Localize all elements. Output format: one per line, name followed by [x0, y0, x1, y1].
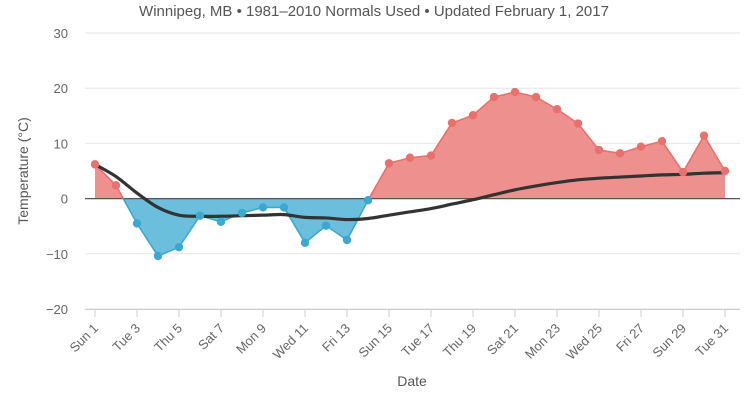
x-tick-label: Tue 31 — [692, 321, 731, 360]
x-tick-label: Mon 9 — [233, 321, 269, 357]
departure-segment — [178, 215, 201, 248]
x-tick-label: Sun 29 — [649, 321, 689, 361]
departure-segment — [122, 198, 138, 224]
x-tick-label: Wed 11 — [270, 321, 311, 362]
departure-markers — [90, 87, 730, 261]
y-tick-label: 10 — [54, 136, 68, 151]
departure-segment — [325, 224, 348, 241]
data-point — [363, 196, 373, 205]
x-tick-label: Tue 17 — [398, 321, 437, 360]
data-point — [552, 104, 562, 114]
data-point — [384, 159, 394, 168]
below-normal-area — [123, 198, 369, 257]
x-tick-label: Tue 3 — [109, 321, 143, 355]
y-tick-label: −10 — [46, 247, 68, 262]
data-point — [615, 149, 625, 158]
data-point — [573, 119, 583, 128]
data-point — [195, 211, 205, 220]
departure-segment — [136, 223, 159, 257]
y-tick-label: 0 — [61, 192, 68, 207]
data-point — [132, 219, 142, 228]
data-point — [468, 111, 478, 120]
departure-segment — [304, 225, 327, 244]
y-axis: −20 −10 0 10 20 30 — [46, 26, 68, 317]
x-axis-title: Date — [397, 373, 427, 389]
x-tick-label: Sat 7 — [195, 321, 227, 353]
data-point — [489, 92, 499, 102]
departure-segment — [703, 135, 726, 172]
y-tick-label: −20 — [46, 302, 68, 317]
data-point — [594, 145, 604, 155]
data-point — [447, 118, 457, 128]
chart-subtitle: Winnipeg, MB • 1981–2010 Normals Used • … — [139, 3, 609, 20]
data-point — [90, 160, 100, 169]
data-point — [720, 166, 730, 176]
data-point — [510, 87, 520, 97]
departure-segment — [577, 123, 600, 151]
departure-segment — [430, 122, 453, 156]
data-point — [531, 92, 541, 102]
y-tick-label: 20 — [54, 81, 68, 96]
y-tick-label: 30 — [54, 26, 68, 41]
y-axis-title: Temperature (°C) — [15, 117, 31, 225]
x-tick-label: Wed 25 — [563, 321, 605, 363]
x-tick-label: Thu 19 — [440, 321, 479, 360]
above-normal-area — [368, 92, 725, 199]
departure-segment — [368, 162, 390, 199]
x-axis: Sun 1 Tue 3 Thu 5 Sat 7 Mon 9 Wed 11 Fri 13 Sun… — [66, 309, 740, 363]
x-tick-label: Sun 15 — [355, 321, 395, 361]
data-point — [678, 167, 688, 177]
data-point — [216, 217, 226, 226]
data-point — [405, 153, 415, 162]
above-normal-area — [95, 164, 124, 199]
data-point — [279, 203, 289, 212]
x-tick-label: Fri 27 — [613, 321, 647, 355]
data-point — [321, 221, 331, 230]
departure-areas — [95, 92, 725, 257]
x-tick-label: Sun 1 — [66, 321, 101, 356]
data-point — [153, 251, 163, 261]
data-point — [237, 208, 247, 218]
departure-segment — [661, 140, 684, 173]
x-tick-label: Thu 5 — [151, 321, 185, 355]
departure-segment — [556, 108, 579, 125]
data-point — [258, 203, 268, 212]
data-point — [699, 131, 709, 140]
x-tick-label: Mon 23 — [522, 321, 563, 362]
data-point — [342, 235, 352, 245]
departure-segment — [682, 135, 705, 173]
x-tick-label: Sat 21 — [484, 321, 521, 358]
data-point — [636, 142, 646, 151]
data-point — [300, 238, 310, 247]
data-point — [174, 242, 184, 252]
data-point — [426, 151, 436, 160]
x-tick-label: Fri 13 — [319, 321, 353, 355]
departure-segment — [472, 96, 495, 116]
data-point — [657, 136, 667, 146]
data-point — [111, 181, 121, 190]
